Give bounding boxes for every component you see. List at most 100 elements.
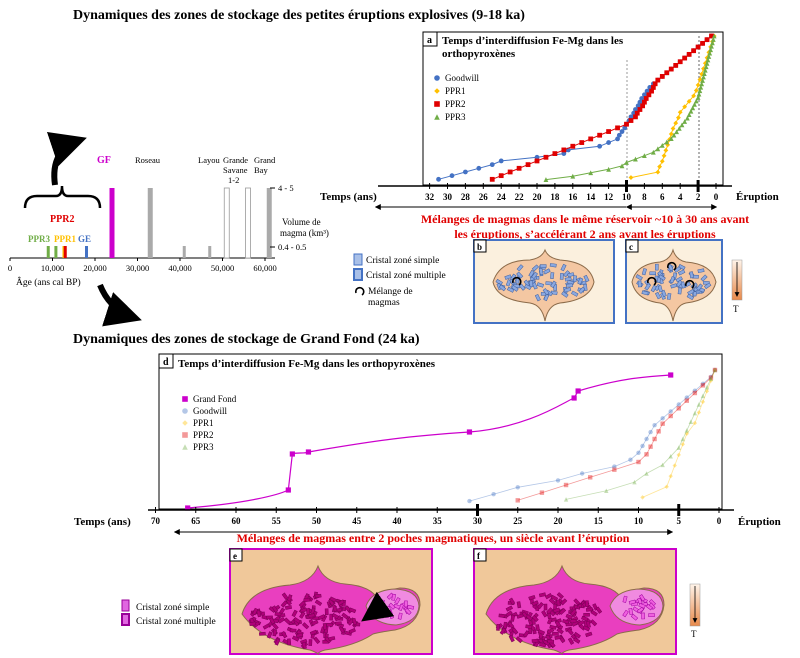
panel-d-point bbox=[704, 385, 710, 390]
panel-f-crystal bbox=[558, 607, 567, 615]
panel-c-crystal bbox=[687, 289, 695, 296]
label-ge: GE bbox=[78, 234, 91, 244]
panel-a-point bbox=[695, 95, 701, 100]
panel-a-point bbox=[652, 81, 658, 87]
panel-a-point bbox=[684, 115, 690, 121]
panel-b-crystal bbox=[529, 280, 534, 288]
panel-b-mix-icon bbox=[511, 276, 522, 286]
panel-e-crystal bbox=[296, 632, 304, 638]
panel-d-point-group bbox=[708, 378, 714, 383]
panel-b-crystal bbox=[583, 274, 590, 283]
panel-a-point bbox=[655, 77, 661, 83]
panel-a-point bbox=[633, 156, 638, 162]
panel-a-point bbox=[597, 132, 603, 138]
panel-c-crystal bbox=[697, 268, 705, 274]
panel-d-tick-label: 45 bbox=[352, 516, 362, 526]
panel-d-legend-label: PPR3 bbox=[193, 442, 214, 452]
panel-d-point bbox=[652, 436, 657, 442]
panel-a-point bbox=[649, 88, 654, 94]
panel-c-crystal bbox=[644, 283, 651, 291]
panel-d-point bbox=[684, 428, 689, 433]
panel-a-tick-label: 4 bbox=[678, 192, 683, 202]
panel-e-crystal bbox=[313, 636, 321, 645]
panel-e-crystal bbox=[277, 616, 286, 624]
panel-d-point bbox=[588, 475, 593, 480]
panel-d-legend-marker-group bbox=[182, 444, 188, 450]
panel-a-point bbox=[619, 129, 625, 134]
timeline-tick-label: 20,000 bbox=[83, 263, 106, 273]
timeline-bar bbox=[182, 246, 186, 258]
panel-d-point bbox=[712, 367, 718, 373]
panel-f-crystal bbox=[498, 613, 506, 618]
panel-d-point-group bbox=[664, 484, 669, 489]
timeline-bar bbox=[46, 246, 50, 258]
panel-d-point-group bbox=[491, 492, 496, 497]
panel-a-axis-label: Temps (ans) bbox=[320, 191, 377, 203]
curved-arrow-up bbox=[46, 132, 87, 186]
label-ppr3: PPR3 bbox=[28, 234, 50, 244]
panel-e-crystal bbox=[249, 621, 257, 627]
panel-d-point bbox=[668, 473, 673, 479]
timeline-axis-label: Âge (ans cal BP) bbox=[16, 276, 81, 288]
panel-a-point bbox=[588, 170, 594, 176]
panel-d-point-group bbox=[672, 463, 677, 468]
panel-e-crystal bbox=[308, 613, 316, 618]
panel-a-point bbox=[489, 162, 495, 168]
panel-a-tick-label: 28 bbox=[461, 192, 471, 202]
panel-a-point bbox=[690, 105, 696, 111]
panel-f-crystal bbox=[569, 619, 577, 624]
panel-d-point bbox=[555, 478, 561, 483]
panel-f-crystal bbox=[505, 610, 513, 618]
panel-e-crystal bbox=[351, 617, 358, 626]
panel-b-crystal bbox=[536, 282, 545, 288]
temperature-scale-top: T bbox=[731, 259, 743, 314]
panel-e-crystal bbox=[291, 609, 298, 618]
panel-d-point bbox=[644, 471, 649, 476]
panel-b-crystal bbox=[505, 279, 512, 287]
curved-arrow-down bbox=[97, 283, 142, 327]
panel-a-point bbox=[619, 163, 625, 169]
panel-d-point bbox=[575, 388, 581, 394]
panel-f-crystal bbox=[543, 603, 548, 611]
panel-f-crystal bbox=[586, 620, 591, 628]
panel-b-crystal bbox=[567, 272, 575, 278]
panel-f-crystal bbox=[577, 619, 585, 627]
panel-a-point bbox=[489, 176, 495, 182]
panel-d-series-line bbox=[469, 369, 716, 502]
panel-f-crystal bbox=[553, 607, 561, 614]
panel-b-crystal bbox=[524, 283, 532, 291]
panel-a-point bbox=[534, 158, 540, 164]
panel-a-point bbox=[628, 175, 634, 180]
panel-d-point bbox=[668, 413, 673, 419]
panel-a-point bbox=[650, 85, 656, 90]
panel-f-crystal bbox=[523, 630, 530, 638]
panel-a-point bbox=[633, 114, 638, 120]
panel-e-crystal bbox=[291, 635, 300, 642]
panel-a-point bbox=[525, 162, 531, 168]
panel-b-crystal bbox=[543, 268, 551, 275]
panel-d-point bbox=[676, 445, 681, 450]
panel-d-axis-label: Temps (ans) bbox=[74, 516, 131, 528]
panel-d-point bbox=[664, 484, 669, 489]
panel-d-point-group bbox=[708, 374, 714, 380]
panel-f-crystal bbox=[556, 599, 561, 607]
panel-c-crystal bbox=[677, 269, 686, 276]
panel-d-point-group bbox=[644, 436, 649, 442]
panel-c-crystal bbox=[677, 287, 682, 295]
panel-d-point-group bbox=[692, 390, 698, 396]
panel-f-crystal bbox=[499, 627, 507, 635]
panel-f-crystal bbox=[552, 632, 559, 636]
panel-f-pocket-crystal bbox=[641, 612, 645, 620]
panel-a-point bbox=[708, 47, 714, 53]
panel-f-crystal bbox=[585, 607, 593, 612]
panel-b-crystal bbox=[531, 264, 540, 272]
panel-d-point-group bbox=[712, 367, 718, 373]
panel-d-point-group bbox=[708, 375, 714, 380]
panel-d-point-group bbox=[676, 402, 681, 407]
panel-d-point bbox=[660, 462, 665, 468]
panel-d-point bbox=[640, 443, 645, 449]
panel-a-tick-label: 14 bbox=[586, 192, 596, 202]
panel-b-crystal bbox=[560, 263, 567, 272]
panel-f-crystal bbox=[573, 598, 581, 606]
panel-d-point-group bbox=[575, 388, 581, 394]
